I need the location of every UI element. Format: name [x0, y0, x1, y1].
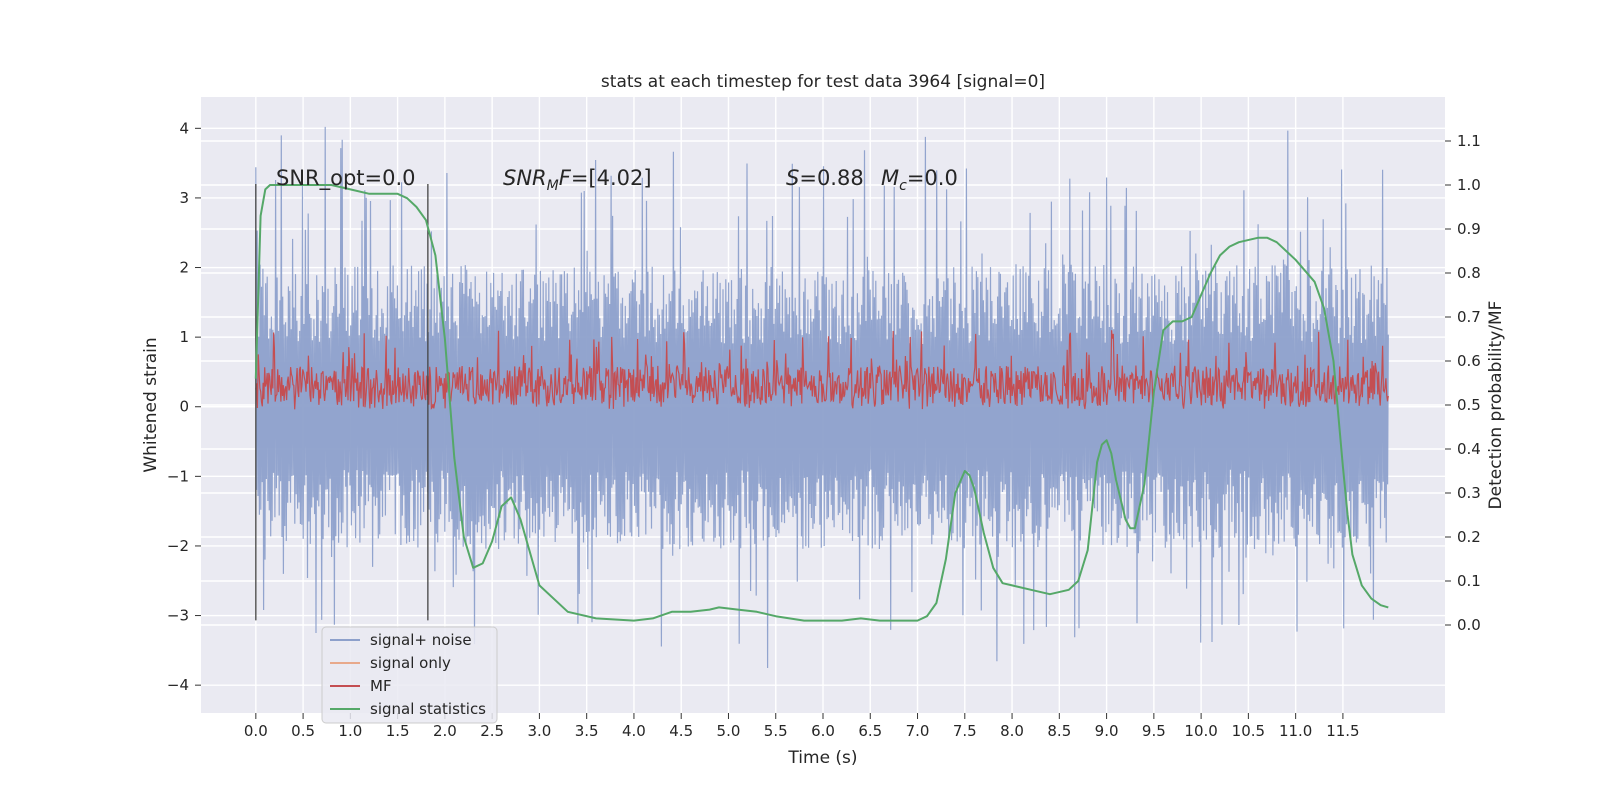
x-tick-label: 2.5 — [480, 722, 504, 740]
y-left-tick-label: 2 — [179, 259, 189, 277]
x-tick-label: 9.0 — [1095, 722, 1119, 740]
window-markers — [255, 184, 429, 621]
y-right-tick-label: 0.3 — [1457, 484, 1481, 502]
x-tick-label: 5.0 — [717, 722, 741, 740]
x-tick-label: 7.0 — [906, 722, 930, 740]
signal-statistics-line — [254, 184, 1389, 622]
y-left-tick-label: −4 — [167, 676, 189, 694]
x-tick-label: 1.0 — [338, 722, 362, 740]
annotation-s: S=0.88 — [786, 166, 864, 190]
legend-label-1: signal only — [370, 654, 451, 672]
snr-mf-subscript: M — [547, 178, 559, 194]
mc-symbol: M — [881, 166, 899, 190]
y-left-tick-label: 1 — [179, 328, 189, 346]
mf-trace — [255, 330, 1389, 410]
annotation-snr-opt: SNR_opt=0.0 — [276, 166, 416, 191]
x-tick-label: 6.5 — [858, 722, 882, 740]
y-right-tick-label: 1.1 — [1457, 132, 1481, 150]
x-tick-label: 4.0 — [622, 722, 646, 740]
legend-box — [321, 626, 498, 724]
annotation-mc: Mc=0.0 — [881, 166, 958, 194]
y-right-tick-label: 0.0 — [1457, 616, 1481, 634]
x-tick-label: 8.5 — [1047, 722, 1071, 740]
x-tick-label: 1.5 — [386, 722, 410, 740]
y-right-tick-label: 1.0 — [1457, 176, 1481, 194]
chart-title: stats at each timestep for test data 396… — [601, 72, 1045, 92]
series-signal-statistics — [254, 184, 1389, 622]
mc-subscript: c — [899, 178, 907, 194]
y-right-tick-label: 0.2 — [1457, 528, 1481, 546]
y-axis-label-left: Whitened strain — [141, 337, 161, 472]
x-tick-label: 3.0 — [527, 722, 551, 740]
noise-trace — [255, 126, 1389, 669]
s-symbol: S — [786, 166, 799, 190]
x-tick-label: 8.0 — [1000, 722, 1024, 740]
y-right-tick-label: 0.9 — [1457, 220, 1481, 238]
x-tick-label: 7.5 — [953, 722, 977, 740]
y-left-tick-label: 0 — [179, 398, 189, 416]
y-left-tick-label: −1 — [167, 467, 189, 485]
annotations: SNR_opt=0.0 SNRMF=[4.02] S=0.88 Mc=0.0 — [276, 166, 958, 194]
legend-label-2: MF — [370, 677, 392, 695]
y-right-tick-label: 0.8 — [1457, 264, 1481, 282]
mc-value: =0.0 — [907, 166, 958, 190]
x-axis-label: Time (s) — [787, 748, 857, 768]
y-right-tick-label: 0.1 — [1457, 572, 1481, 590]
y-right-tick-label: 0.6 — [1457, 352, 1481, 370]
x-tick-label: 4.5 — [669, 722, 693, 740]
series-mf — [255, 330, 1389, 410]
series-signal-noise — [255, 126, 1389, 669]
legend-label-0: signal+ noise — [370, 631, 472, 649]
x-tick-label: 6.0 — [811, 722, 835, 740]
legend: signal+ noise signal only MF signal statist… — [321, 626, 498, 724]
x-tick-label: 10.5 — [1232, 722, 1265, 740]
x-tick-label: 2.0 — [433, 722, 457, 740]
legend-label-3: signal statistics — [370, 700, 486, 718]
y-left-tick-label: −2 — [167, 537, 189, 555]
x-tick-label: 0.0 — [244, 722, 268, 740]
y-right-tick-label: 0.5 — [1457, 396, 1481, 414]
y-left-tick-label: −3 — [167, 607, 189, 625]
x-tick-label: 11.5 — [1326, 722, 1359, 740]
axes: 0.0 0.5 1.0 1.5 2.0 2.5 3.0 3.5 4.0 4.5 5.0 5.5 6.0 6… — [167, 119, 1481, 740]
s-value: =0.88 — [799, 166, 863, 190]
y-right-tick-label: 0.4 — [1457, 440, 1481, 458]
snr-mf-symbol: SNR — [503, 166, 547, 190]
x-tick-label: 3.5 — [575, 722, 599, 740]
y-left-tick-label: 3 — [179, 189, 189, 207]
y-left-tick-label: 4 — [179, 119, 189, 137]
x-tick-label: 10.0 — [1184, 722, 1217, 740]
x-tick-label: 9.5 — [1142, 722, 1166, 740]
y-axis-label-right: Detection probability/MF — [1486, 301, 1506, 510]
x-tick-label: 11.0 — [1279, 722, 1312, 740]
y-right-tick-label: 0.7 — [1457, 308, 1481, 326]
x-tick-label: 5.5 — [764, 722, 788, 740]
x-tick-label: 0.5 — [291, 722, 315, 740]
annotation-snr-mf: SNRMF=[4.02] — [503, 166, 652, 194]
snr-mf-value: =[4.02] — [571, 166, 652, 190]
snr-mf-symbol-tail: F — [559, 166, 572, 190]
